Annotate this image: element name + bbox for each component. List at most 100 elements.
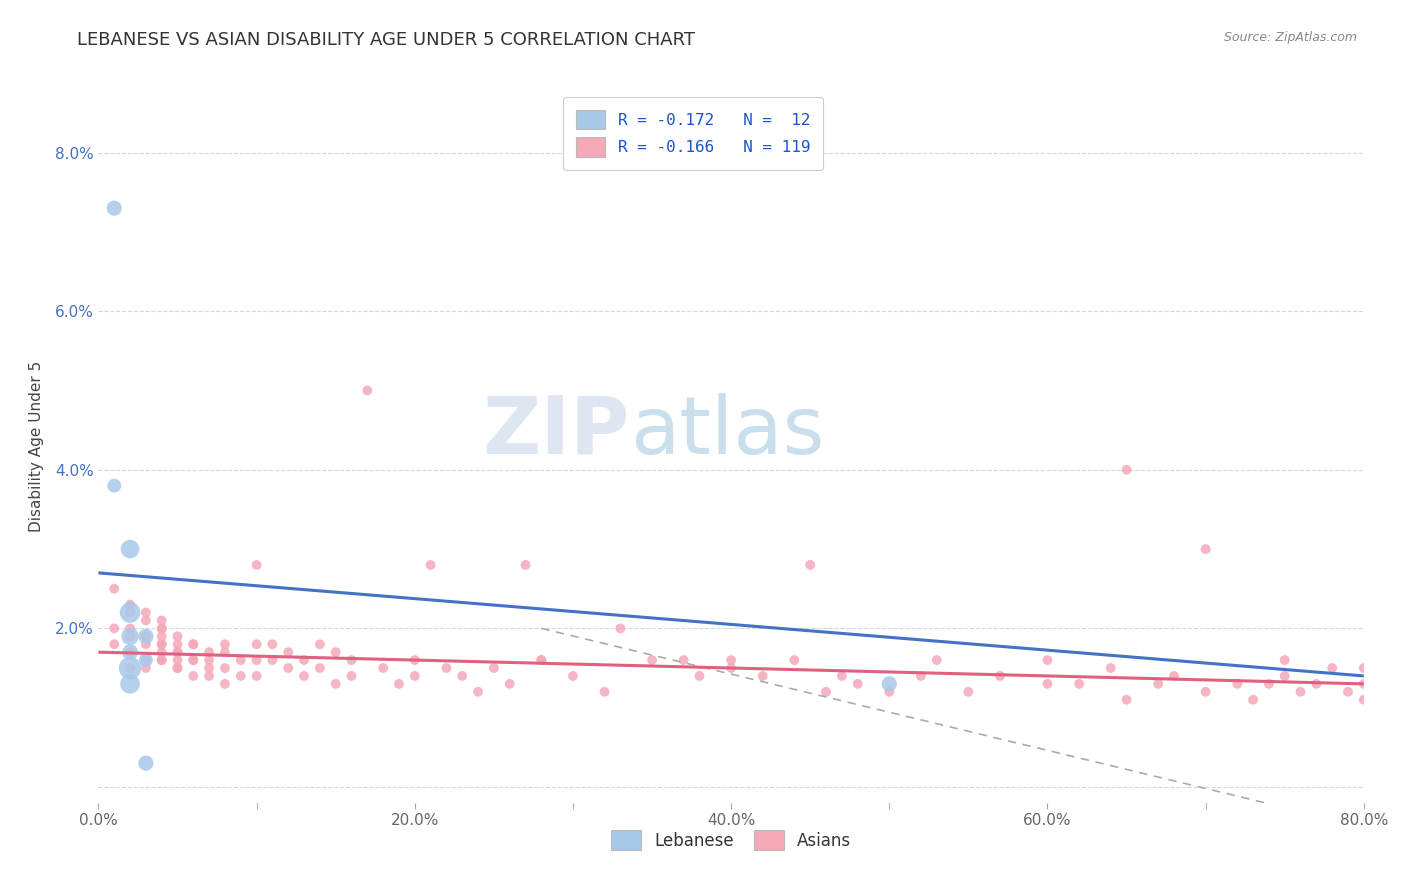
Legend: Lebanese, Asians: Lebanese, Asians [603,822,859,859]
Text: ZIP: ZIP [482,392,630,471]
Point [150,629,173,643]
Point [530,653,553,667]
Point [467,685,489,699]
Point [925,653,948,667]
Point [340,669,363,683]
Point [246,558,269,572]
Point [150,645,173,659]
Point [799,558,821,572]
Point [135,629,157,643]
Y-axis label: Disability Age Under 5: Disability Age Under 5 [28,360,44,532]
Point [814,685,837,699]
Point [120,661,141,675]
Point [877,685,900,699]
Point [229,669,252,683]
Point [214,661,236,675]
Point [120,629,141,643]
Point [135,653,157,667]
Point [150,637,173,651]
Point [166,629,188,643]
Point [103,201,125,215]
Point [150,621,173,635]
Point [1241,692,1264,706]
Point [229,653,252,667]
Point [103,582,125,596]
Point [910,669,932,683]
Point [1036,653,1059,667]
Point [720,661,742,675]
Point [183,669,205,683]
Point [1322,661,1344,675]
Point [846,677,869,691]
Point [214,645,236,659]
Point [1226,677,1249,691]
Point [1337,685,1360,699]
Point [498,677,520,691]
Point [1353,692,1375,706]
Point [120,606,141,620]
Point [262,637,284,651]
Text: Source: ZipAtlas.com: Source: ZipAtlas.com [1223,31,1357,45]
Point [214,637,236,651]
Point [672,653,695,667]
Point [277,661,299,675]
Point [325,645,347,659]
Point [103,637,125,651]
Point [1274,653,1296,667]
Point [530,653,553,667]
Point [751,669,773,683]
Point [246,653,269,667]
Point [1115,692,1137,706]
Point [783,653,806,667]
Point [135,614,157,628]
Point [309,637,332,651]
Point [292,669,315,683]
Point [214,677,236,691]
Point [1305,677,1327,691]
Point [831,669,853,683]
Point [388,677,411,691]
Point [356,384,378,398]
Point [561,669,585,683]
Point [593,685,616,699]
Point [482,661,505,675]
Point [166,645,188,659]
Point [135,606,157,620]
Point [246,637,269,651]
Point [135,661,157,675]
Point [135,756,157,771]
Point [1289,685,1312,699]
Point [120,661,141,675]
Point [641,653,664,667]
Point [1163,669,1185,683]
Point [262,653,284,667]
Point [166,661,188,675]
Point [988,669,1011,683]
Point [1115,463,1137,477]
Point [183,653,205,667]
Point [120,645,141,659]
Point [120,677,141,691]
Point [103,478,125,492]
Point [120,621,141,635]
Point [135,637,157,651]
Point [120,598,141,612]
Point [419,558,441,572]
Point [340,653,363,667]
Point [1067,677,1090,691]
Point [1353,677,1375,691]
Point [436,661,458,675]
Point [1194,542,1216,557]
Point [166,661,188,675]
Point [1147,677,1170,691]
Point [404,653,426,667]
Point [183,653,205,667]
Point [120,629,141,643]
Point [198,669,221,683]
Point [120,645,141,659]
Point [166,653,188,667]
Point [609,621,631,635]
Point [1257,677,1279,691]
Point [198,645,221,659]
Point [957,685,980,699]
